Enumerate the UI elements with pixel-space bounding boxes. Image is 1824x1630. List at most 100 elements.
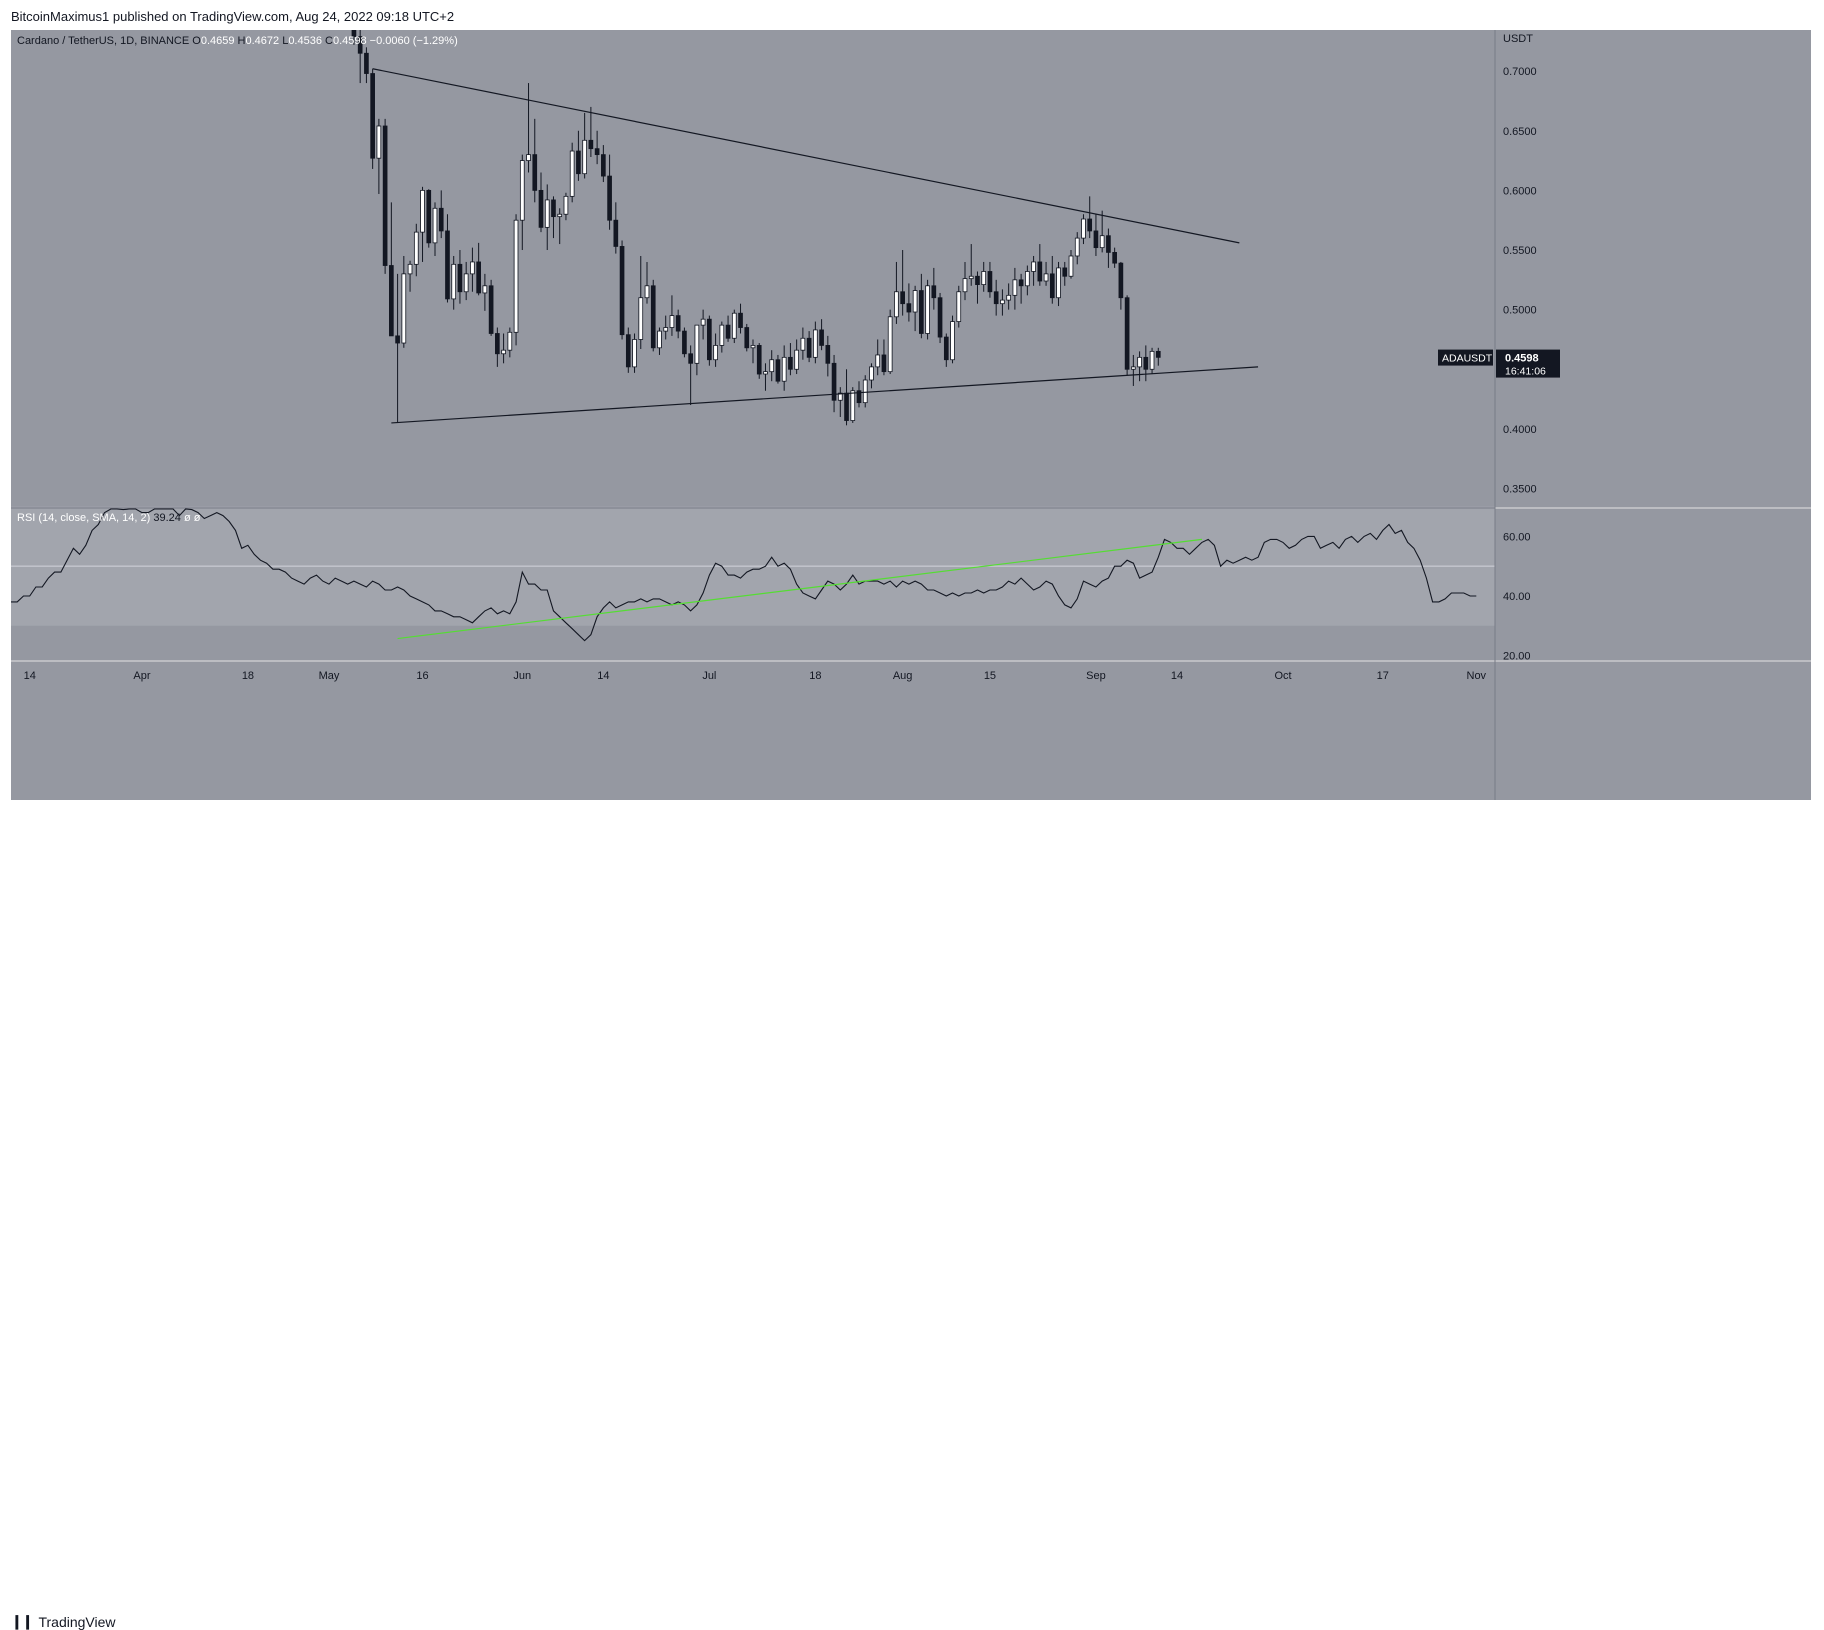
time-tick-label: May [319, 670, 340, 682]
candle-down [351, 30, 357, 37]
candle-down [457, 263, 463, 293]
candle-down [426, 189, 432, 244]
candle-down [594, 148, 600, 156]
candle-up [950, 321, 955, 361]
candle-up [813, 329, 818, 358]
legend-h-label: H [238, 35, 246, 47]
price-tag-value: 0.4598 [1505, 353, 1539, 365]
candle-up [501, 349, 506, 355]
legend-h-value: 0.4672 [245, 35, 282, 47]
candle-up [401, 273, 407, 344]
price-axis-area [1495, 30, 1811, 507]
time-axis [11, 662, 1811, 800]
candle-up [1099, 235, 1105, 249]
published-info: BitcoinMaximus1 published on TradingView… [11, 9, 455, 24]
candle-up [894, 291, 899, 318]
time-tick-label: Jun [513, 670, 531, 682]
time-tick-label: 18 [242, 670, 254, 682]
time-tick-label: 14 [597, 670, 609, 682]
candle-down [806, 337, 812, 358]
tradingview-brand[interactable]: ❙❙ TradingView [11, 1613, 116, 1630]
candle-down [650, 285, 656, 349]
rsi-legend-extra2: ø [194, 512, 201, 524]
candle-up [463, 273, 469, 293]
candle-up [912, 290, 918, 313]
candle-down [1062, 267, 1068, 277]
candle-down [495, 333, 500, 355]
candle-up [470, 261, 475, 275]
candle-up [669, 315, 675, 328]
candle-up [1000, 299, 1005, 305]
candle-up [1012, 279, 1018, 296]
candle-down [357, 36, 363, 54]
candle-down [1124, 297, 1130, 370]
price-tick-label: 0.3500 [1503, 484, 1537, 496]
candle-up [513, 219, 519, 333]
candle-down [819, 329, 824, 346]
time-tick-label: 14 [24, 670, 36, 682]
candle-down [738, 312, 743, 328]
candle-up [713, 345, 718, 361]
candle-down [756, 345, 762, 375]
candle-down [445, 230, 450, 300]
candle-down [364, 52, 369, 74]
time-tick-label: Apr [133, 670, 150, 682]
price-tick-label: 0.5000 [1503, 305, 1537, 317]
candle-up [519, 160, 525, 221]
candle-down [576, 150, 581, 175]
candle-down [532, 154, 538, 191]
price-tick-label: 0.6000 [1503, 185, 1537, 197]
candle-down [900, 291, 905, 305]
candle-down [688, 353, 693, 364]
price-tag-countdown: 16:41:06 [1505, 366, 1546, 378]
candle-up [657, 330, 662, 349]
legend-o-value: 0.4659 [201, 35, 238, 47]
candle-down [831, 362, 837, 401]
rsi-legend-label: RSI (14, close, SMA, 14, 2) [17, 512, 153, 524]
candle-up [526, 154, 531, 161]
candle-up [1081, 218, 1086, 239]
tradingview-logo-icon: ❙❙ [11, 1613, 33, 1629]
candle-down [682, 330, 687, 355]
candle-down [881, 354, 887, 373]
legend-symbol: Cardano / TetherUS, 1D, BINANCE [17, 35, 192, 47]
candle-up [1006, 294, 1011, 301]
candle-up [1031, 261, 1036, 272]
price-legend: Cardano / TetherUS, 1D, BINANCE O0.4659 … [17, 35, 458, 47]
candle-down [476, 261, 481, 294]
price-tick-label: 0.4000 [1503, 424, 1537, 436]
candle-up [794, 349, 799, 370]
candle-down [601, 154, 606, 177]
trendline-rsi-support [397, 538, 1203, 640]
candle-down [389, 265, 394, 337]
rsi-tick-label: 20.00 [1503, 651, 1531, 663]
candle-up [663, 327, 669, 332]
price-tick-label: 0.6500 [1503, 126, 1537, 138]
candle-up [956, 291, 962, 322]
candle-up [731, 312, 737, 339]
chart-canvas[interactable]: USDT0.70000.65000.60000.55000.50000.4500… [11, 30, 1811, 800]
candle-down [1087, 218, 1093, 232]
candle-up [862, 379, 868, 404]
candle-up [1025, 271, 1030, 287]
time-tick-label: Aug [893, 670, 913, 682]
candle-down [943, 336, 949, 361]
legend-c-label: C [325, 35, 333, 47]
candle-up [781, 356, 787, 382]
candle-down [675, 315, 681, 332]
candle-down [987, 271, 993, 293]
rsi-legend-text: RSI (14, close, SMA, 14, 2) 39.24 ø ø [17, 512, 201, 524]
candle-up [800, 337, 806, 351]
rsi-tick-label: 40.00 [1503, 591, 1531, 603]
candle-down [551, 199, 556, 218]
candle-up [632, 339, 637, 368]
candle-down [1037, 261, 1043, 282]
candle-down [1155, 350, 1161, 358]
candle-down [370, 73, 375, 159]
candle-down [1143, 356, 1149, 370]
candle-up [1068, 255, 1074, 277]
rsi-axis-area [1495, 509, 1811, 660]
candle-down [856, 390, 862, 404]
candle-down [588, 139, 594, 150]
candle-up [432, 207, 438, 244]
